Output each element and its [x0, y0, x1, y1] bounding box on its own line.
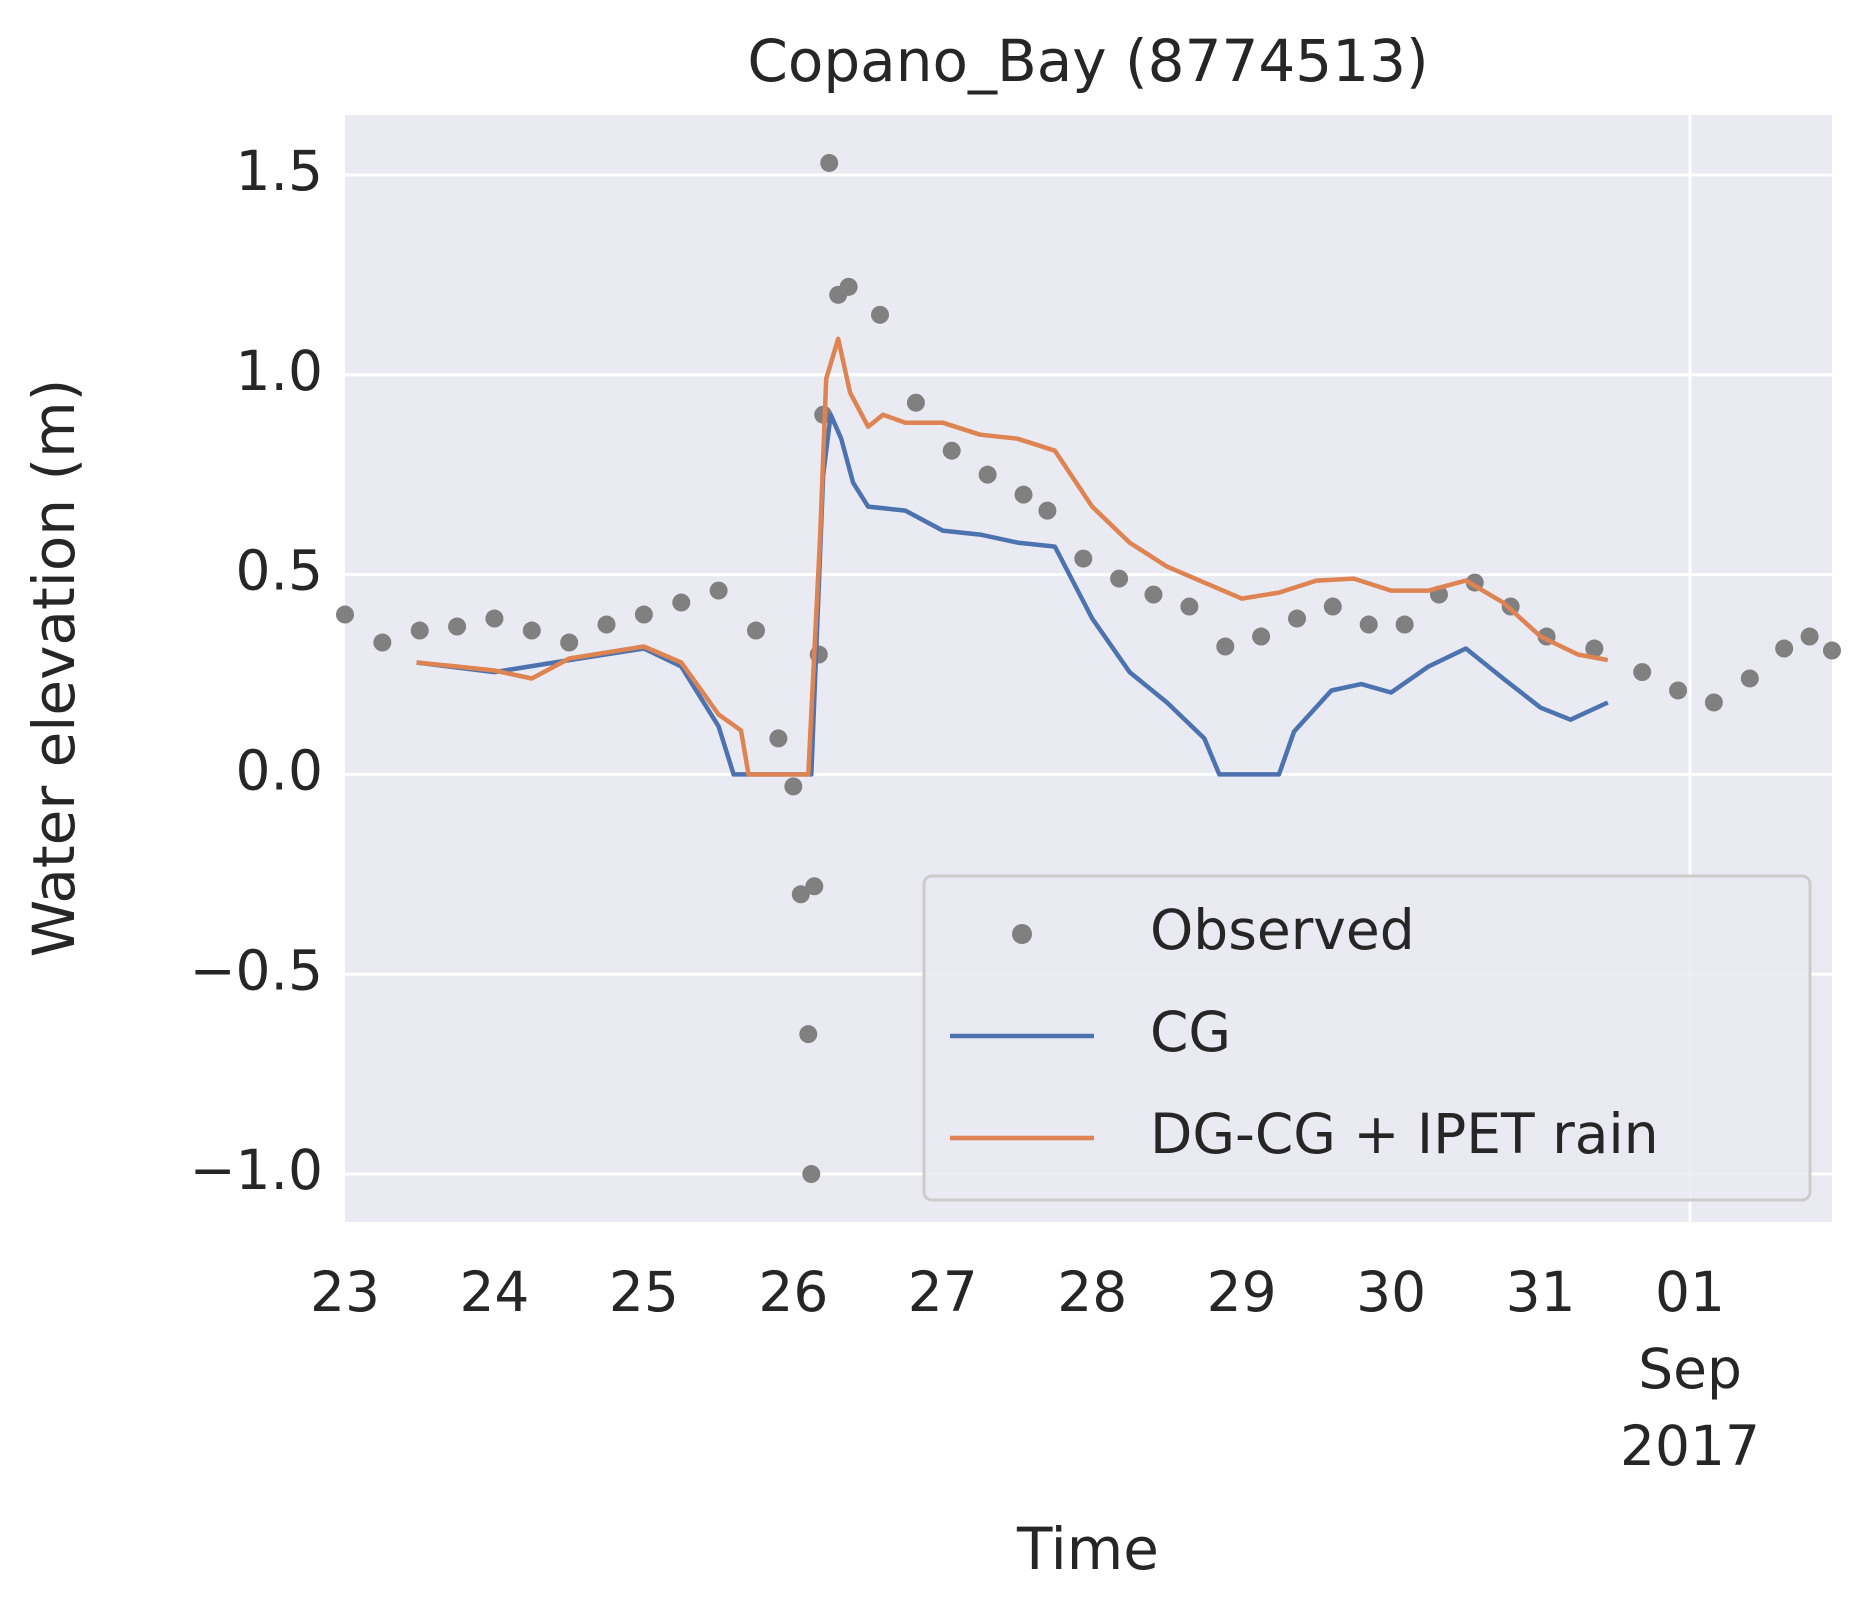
- y-tick-label: 0.0: [236, 739, 323, 803]
- observed-point: [805, 877, 824, 896]
- observed-point: [1585, 639, 1604, 658]
- observed-point: [1074, 549, 1093, 568]
- y-tick-label: 1.5: [236, 139, 323, 203]
- observed-point: [1144, 585, 1163, 604]
- observed-point: [791, 885, 810, 904]
- y-tick-label: −1.0: [189, 1138, 323, 1202]
- legend-box: [922, 874, 1812, 1202]
- x-tick-label: 26: [758, 1260, 828, 1324]
- x-tick-label: 23: [310, 1260, 380, 1324]
- observed-point: [709, 581, 728, 600]
- observed-point: [448, 617, 467, 636]
- observed-point: [942, 441, 961, 460]
- observed-point: [336, 605, 354, 624]
- observed-point: [410, 621, 429, 640]
- legend: Observed CG DG-CG + IPET rain: [922, 874, 1812, 1202]
- x-axis-label: Time: [1016, 1515, 1159, 1583]
- x-tick-label: 29: [1207, 1260, 1277, 1324]
- observed-point: [784, 777, 803, 796]
- observed-point: [1110, 569, 1129, 588]
- y-tick-label: 0.5: [236, 539, 323, 603]
- observed-point: [1252, 627, 1271, 646]
- chart-title: Copano_Bay (8774513): [747, 27, 1428, 95]
- series-line: [416, 412, 1609, 777]
- x-tick-label: 30: [1356, 1260, 1426, 1324]
- observed-point: [672, 593, 691, 612]
- observed-point: [1323, 597, 1342, 616]
- observed-point: [820, 153, 839, 172]
- marks: [336, 153, 1841, 1184]
- x-tick-label: 25: [609, 1260, 679, 1324]
- observed-point: [1180, 597, 1199, 616]
- observed-point: [1287, 609, 1306, 628]
- x-tick-label: 24: [459, 1260, 529, 1324]
- observed-point: [634, 605, 653, 624]
- observed-point: [871, 305, 890, 324]
- legend-label: Observed: [1150, 898, 1415, 962]
- legend-label: DG-CG + IPET rain: [1150, 1102, 1659, 1166]
- observed-point: [1823, 641, 1841, 660]
- observed-point: [839, 277, 858, 296]
- legend-label: CG: [1150, 1000, 1231, 1064]
- x-tick-label: 01 Sep 2017: [1620, 1260, 1760, 1478]
- observed-point: [1669, 681, 1688, 700]
- observed-point: [746, 621, 765, 640]
- observed-point: [1633, 663, 1652, 682]
- series-line: [416, 336, 1609, 777]
- observed-point: [1740, 669, 1759, 688]
- y-tick-label: 1.0: [236, 339, 323, 403]
- observed-point: [906, 393, 925, 412]
- x-tick-label: 28: [1057, 1260, 1127, 1324]
- observed-point: [597, 615, 616, 634]
- observed-point: [373, 633, 392, 652]
- observed-point: [1704, 693, 1723, 712]
- observed-point: [1216, 637, 1235, 656]
- observed-point: [802, 1165, 821, 1184]
- observed-point: [560, 633, 579, 652]
- observed-point: [485, 609, 504, 628]
- labels: −1.0 −0.5 0.0 0.5 1.0 1.5 23 24 25 26 27 28 29 30 31 01…: [189, 139, 1760, 1478]
- observed-point: [1775, 639, 1794, 658]
- observed-point: [1395, 615, 1414, 634]
- observed-point: [799, 1025, 818, 1044]
- observed-point: [769, 729, 788, 748]
- observed-point: [1038, 501, 1057, 520]
- y-tick-label: −0.5: [189, 938, 323, 1002]
- x-tick-label: 27: [908, 1260, 978, 1324]
- x-tick-label: 31: [1506, 1260, 1576, 1324]
- legend-marker: [1012, 924, 1032, 944]
- observed-point: [1014, 485, 1033, 504]
- observed-point: [978, 465, 997, 484]
- observed-point: [1800, 627, 1819, 646]
- observed-point: [522, 621, 541, 640]
- observed-point: [1359, 615, 1378, 634]
- y-axis-label: Water elevation (m): [20, 379, 88, 958]
